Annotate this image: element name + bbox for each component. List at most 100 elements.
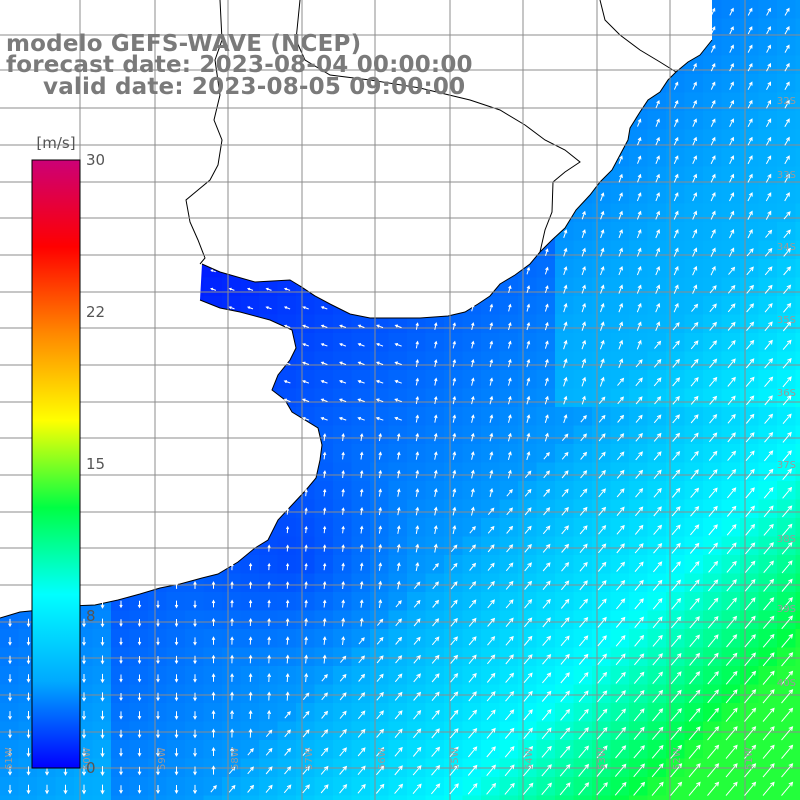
wind-arrow [652,634,663,647]
wind-arrow [526,451,531,461]
wind-arrow [578,782,590,796]
wind-arrow [561,543,570,553]
wind-arrow [489,469,494,479]
field-cell [296,370,316,390]
wind-arrow [8,748,12,758]
wind-arrow [690,395,699,405]
wind-arrow [633,745,645,759]
wind-arrow [487,562,495,571]
field-cell [684,499,704,519]
wind-arrow [598,396,606,405]
wind-arrow [248,691,253,701]
wind-arrow [581,376,587,387]
field-cell [518,721,538,741]
wind-arrow [563,321,568,331]
wind-arrow [395,618,402,627]
wind-arrow [357,416,365,421]
wind-arrow [508,340,512,349]
longitude-label: 57W [304,747,315,770]
wind-arrow [431,783,441,795]
wind-arrow [764,321,773,332]
field-cell [425,740,445,760]
wind-arrow [597,653,607,666]
wind-arrow [561,580,570,591]
wind-arrow [673,136,679,146]
wind-arrow [396,469,401,479]
wind-arrow [431,673,440,683]
wind-arrow [524,543,532,553]
wind-arrow [394,361,402,366]
wind-arrow [710,210,716,220]
wind-arrow [635,487,644,498]
wind-arrow [597,671,608,684]
wind-arrow [302,324,309,328]
wind-arrow [468,636,477,646]
wind-arrow [341,544,345,552]
wind-arrow [359,469,364,479]
colorbar-tick-label: 8 [86,607,96,625]
wind-arrow [412,765,422,776]
wind-arrow [670,689,682,703]
field-cell [758,314,778,334]
field-cell [481,666,501,686]
field-cell [777,499,797,519]
field-cell [129,795,149,800]
wind-arrow [782,486,793,499]
wind-arrow [692,173,697,183]
wind-arrow [119,711,123,720]
field-cell [703,536,723,556]
wind-arrow [689,597,700,610]
wind-arrow [766,7,771,16]
wind-arrow [100,655,105,665]
wind-arrow [452,488,457,498]
field-cell [296,351,316,371]
wind-arrow [471,303,475,312]
field-cell [573,795,593,800]
wind-arrow [211,691,216,701]
field-cell [795,333,800,353]
field-cell [703,740,723,760]
wind-arrow [100,710,105,721]
wind-arrow [690,358,699,368]
wind-arrow [394,728,403,739]
field-cell [499,777,519,797]
field-cell [684,555,704,575]
wind-arrow [432,599,440,608]
field-cell [740,536,760,556]
wind-arrow [707,781,720,796]
field-cell [444,647,464,667]
wind-arrow [376,324,384,329]
wind-arrow [727,487,737,499]
wind-arrow [395,600,402,608]
wind-arrow [339,324,347,328]
wind-arrow [302,398,310,403]
wind-arrow [600,247,605,257]
field-cell [629,684,649,704]
wind-arrow [635,377,643,387]
field-cell [647,481,667,501]
field-cell [795,536,800,556]
wind-arrow [729,81,734,90]
wind-arrow [766,26,771,35]
wind-arrow [633,726,645,740]
wind-arrow [728,247,735,257]
wind-arrow [302,747,310,756]
wind-arrow [764,432,774,443]
wind-arrow [747,210,753,220]
field-cell [555,666,575,686]
field-cell [758,370,778,390]
wind-arrow [504,745,515,758]
field-cell [721,462,741,482]
field-cell [666,555,686,575]
field-cell [333,777,353,797]
field-cell [555,721,575,741]
wind-arrow [745,542,756,555]
field-cell [314,314,334,334]
field-cell [388,370,408,390]
field-cell [795,610,800,630]
field-cell [425,777,445,797]
longitude-labels: 61W 60W 59W 58W 57W 56W 55W 54W 53W 52W 51W [4,747,755,770]
wind-arrow [578,671,589,684]
wind-arrow [596,727,608,740]
wind-arrow [672,469,681,480]
